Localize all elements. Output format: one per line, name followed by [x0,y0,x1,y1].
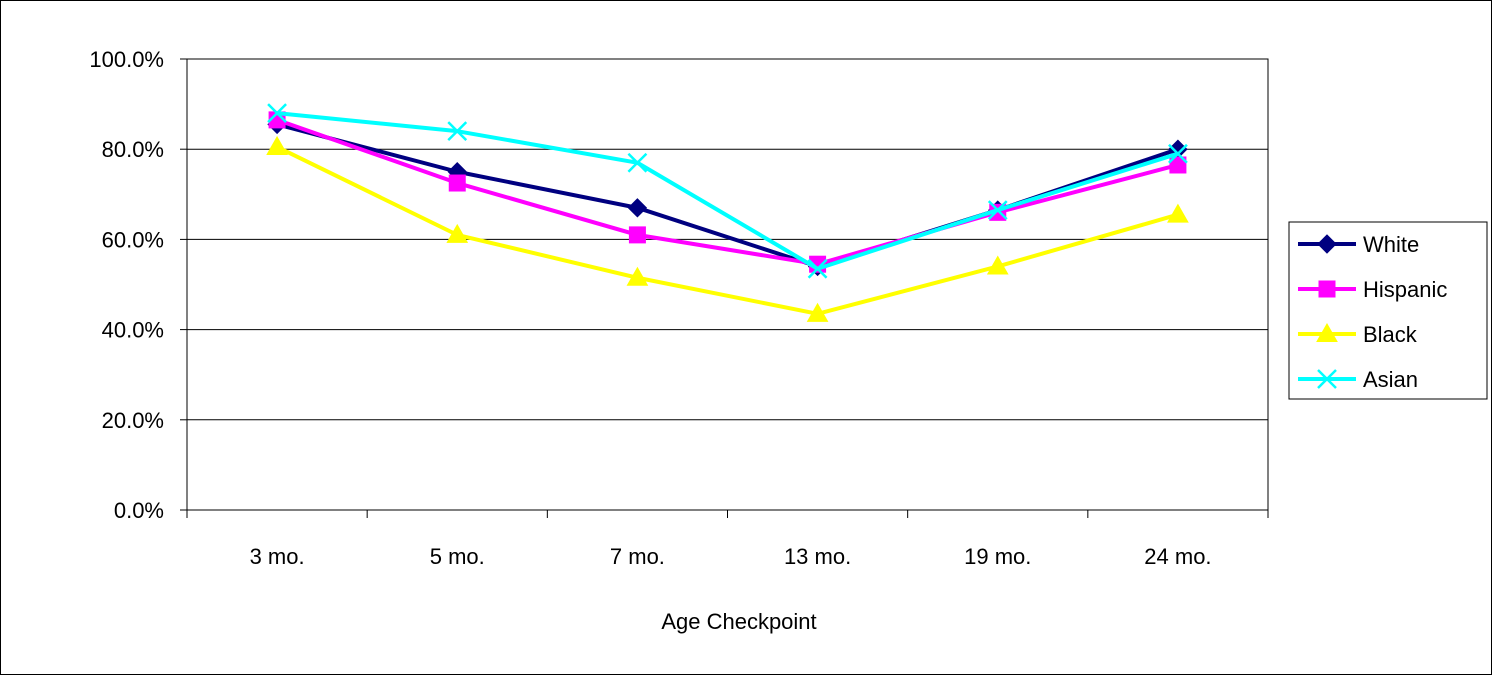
legend-marker-asian [1317,369,1337,389]
marker-stroke [1317,369,1337,389]
x-tick-label: 13 mo. [784,544,851,569]
series-line-black [276,145,1179,316]
data-point-asian [807,258,828,279]
data-point-hispanic [628,226,646,244]
y-tick-label: 20.0% [102,408,164,433]
marker-stroke [447,121,468,142]
x-tick-label: 24 mo. [1144,544,1211,569]
marker-stroke [627,152,648,173]
marker-stroke [807,258,828,279]
legend [1288,221,1488,400]
y-tick-label: 40.0% [102,318,164,343]
x-tick-label: 5 mo. [430,544,485,569]
data-point-black [266,135,288,155]
legend-label-asian: Asian [1363,367,1418,392]
y-tick-label: 80.0% [102,137,164,162]
data-point-asian [1168,143,1188,164]
x-tick-label: 3 mo. [250,544,305,569]
series-line-hispanic [276,117,1179,267]
legend-marker-black [1316,322,1338,342]
marker-stroke [987,200,1008,220]
legend-marker-white [1317,234,1337,254]
data-point-asian [447,121,468,142]
data-point-hispanic [1169,156,1187,174]
data-point-white [627,198,648,218]
marker-stroke [267,103,287,124]
y-tick-label: 60.0% [102,227,164,252]
y-tick-label: 0.0% [114,498,164,523]
data-point-black [446,223,469,243]
data-point-black [986,255,1009,275]
legend-marker-hispanic [1318,280,1336,298]
data-point-black [626,266,649,286]
data-point-asian [627,152,648,173]
marker-stroke [1168,143,1188,164]
plot-area [186,58,1269,511]
legend-label-black: Black [1363,322,1418,347]
data-point-black [1167,203,1189,223]
data-point-black [806,302,829,322]
data-point-asian [987,200,1008,220]
x-tick-label: 7 mo. [610,544,665,569]
legend-label-hispanic: Hispanic [1363,277,1447,302]
series-line-asian [276,111,1179,271]
data-point-hispanic [448,174,466,192]
x-tick-label: 19 mo. [964,544,1031,569]
legend-label-white: White [1363,232,1419,257]
data-point-asian [267,103,287,124]
x-axis-label: Age Checkpoint [661,609,816,634]
y-tick-label: 100.0% [89,47,164,72]
